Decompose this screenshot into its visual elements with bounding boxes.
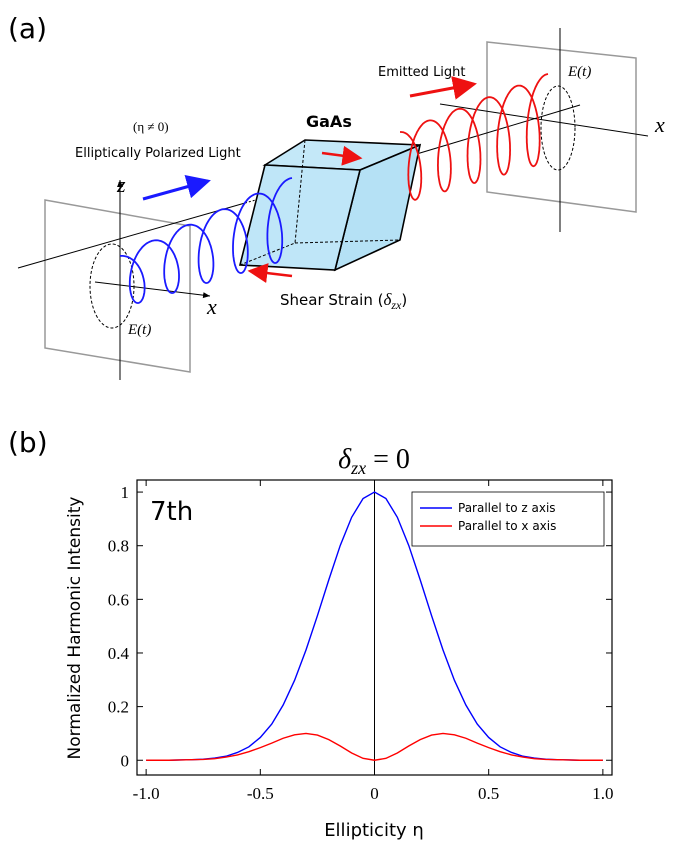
y-tick-label: 0.8	[108, 537, 129, 556]
x-tick-label: -0.5	[247, 784, 274, 803]
annotation: 7th	[150, 497, 193, 527]
label: E(t)	[567, 64, 591, 80]
arrow	[409, 76, 477, 100]
crystal-front	[238, 164, 362, 271]
axis-label: x	[206, 294, 217, 319]
label: Shear Strain (δzx)	[280, 290, 407, 312]
x-tick-label: 1.0	[592, 784, 613, 803]
x-tick-label: 0.5	[478, 784, 499, 803]
label-symbol: δ	[383, 290, 392, 309]
x-axis-label: Ellipticity η	[324, 820, 424, 841]
label: Elliptically Polarized Light	[75, 146, 241, 161]
emitted-wave	[400, 73, 549, 201]
arrow	[247, 263, 293, 283]
y-tick-label: 0.2	[108, 698, 129, 717]
series-line	[146, 732, 603, 761]
polarization-ellipse	[540, 85, 576, 171]
panel-label: (b)	[8, 426, 48, 459]
incident-wave	[119, 177, 293, 304]
axis-line	[17, 202, 246, 269]
legend-box	[411, 491, 605, 547]
label-text: Shear Strain (	[280, 291, 383, 309]
panel-label: (a)	[8, 12, 47, 45]
x-axis	[439, 103, 649, 137]
chart-title: δzx = 0	[338, 444, 410, 478]
y-tick-label: 0.6	[108, 590, 129, 609]
panel-b: (b) δzx = 0 7th Ellipticity η Normalized…	[8, 426, 613, 841]
label-subscript: zx	[390, 298, 402, 312]
series-line	[146, 491, 603, 761]
label-text: )	[401, 291, 407, 309]
label: GaAs	[306, 112, 352, 131]
x-tick-label: 0	[370, 784, 379, 803]
x-axis	[94, 281, 211, 299]
title-subscript: zx	[350, 458, 366, 478]
legend-label: Parallel to x axis	[458, 519, 556, 533]
plane	[486, 41, 637, 213]
panel-a: (a) Emitted Light E(t) x (η ≠	[8, 12, 665, 380]
axis-label: z	[116, 172, 126, 197]
plane	[44, 199, 191, 373]
label: E(t)	[127, 322, 151, 338]
axis-label: x	[654, 112, 665, 137]
y-tick-label: 0	[121, 751, 130, 770]
label: (η ≠ 0)	[133, 119, 169, 134]
crystal-hidden-edge	[294, 239, 401, 244]
polarization-ellipse	[89, 243, 135, 329]
y-tick-label: 0.4	[108, 644, 130, 663]
y-tick-label: 1	[121, 483, 130, 502]
arrow	[321, 145, 363, 166]
y-axis-label: Normalized Harmonic Intensity	[65, 497, 85, 760]
crystal-hidden-edge	[239, 139, 306, 266]
label: Emitted Light	[378, 65, 466, 80]
x-tick-label: -1.0	[133, 784, 160, 803]
title-symbol: δ	[338, 444, 352, 475]
title-text: = 0	[366, 444, 410, 475]
legend-label: Parallel to z axis	[458, 501, 556, 515]
arrow	[142, 175, 211, 201]
